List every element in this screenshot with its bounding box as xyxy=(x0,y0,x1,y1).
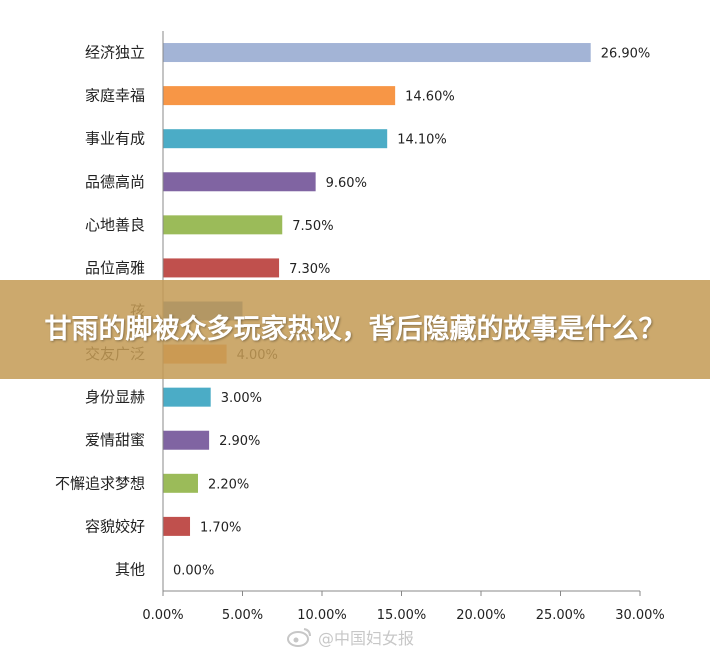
category-label: 品德高尚 xyxy=(85,173,145,191)
bar-value-label: 7.30% xyxy=(289,262,330,277)
banner-title: 甘雨的脚被众多玩家热议，背后隐藏的故事是什么？ xyxy=(44,313,666,345)
weibo-icon xyxy=(287,628,311,647)
title-banner: 甘雨的脚被众多玩家热议，背后隐藏的故事是什么？ xyxy=(0,280,710,379)
category-label: 容貌姣好 xyxy=(85,517,145,535)
bar xyxy=(163,172,316,192)
bar xyxy=(163,129,388,149)
x-tick-label: 30.00% xyxy=(615,608,665,623)
category-label: 心地善良 xyxy=(85,216,145,234)
category-label: 不懈追求梦想 xyxy=(55,474,145,492)
bar-value-label: 14.10% xyxy=(397,133,447,148)
x-tick-label: 15.00% xyxy=(377,608,427,623)
bar-value-label: 2.90% xyxy=(219,434,260,449)
bar xyxy=(163,430,210,450)
category-label: 家庭幸福 xyxy=(85,87,145,105)
bar-value-label: 0.00% xyxy=(173,563,214,578)
category-label: 身份显赫 xyxy=(85,388,145,406)
bar-value-label: 1.70% xyxy=(200,520,241,535)
bar xyxy=(163,43,591,63)
category-label: 其他 xyxy=(115,560,145,578)
watermark-text: @中国妇女报 xyxy=(318,629,415,648)
bar xyxy=(163,258,280,278)
category-label: 爱情甜蜜 xyxy=(85,431,145,449)
bar xyxy=(163,516,191,536)
x-tick-label: 0.00% xyxy=(142,608,183,623)
bar xyxy=(163,473,198,493)
category-label: 经济独立 xyxy=(85,44,145,62)
category-label: 品位高雅 xyxy=(85,259,145,277)
watermark: @中国妇女报 xyxy=(286,624,414,650)
x-tick-label: 10.00% xyxy=(297,608,347,623)
bar-value-label: 26.90% xyxy=(601,47,651,62)
bar-value-label: 7.50% xyxy=(292,219,333,234)
bar-value-label: 2.20% xyxy=(208,477,249,492)
x-tick-label: 25.00% xyxy=(536,608,586,623)
bar-value-label: 3.00% xyxy=(221,391,262,406)
bar-value-label: 9.60% xyxy=(326,176,367,191)
bar xyxy=(163,215,283,235)
category-label: 事业有成 xyxy=(85,130,145,148)
x-axis-ticks: 0.00% 5.00% 10.00% 15.00% 20.00% 25.00% 30.00% xyxy=(142,591,665,623)
bar xyxy=(163,387,211,407)
bar-value-label: 14.60% xyxy=(405,90,455,105)
x-tick-label: 5.00% xyxy=(222,608,263,623)
x-tick-label: 20.00% xyxy=(456,608,506,623)
bar xyxy=(163,86,396,106)
